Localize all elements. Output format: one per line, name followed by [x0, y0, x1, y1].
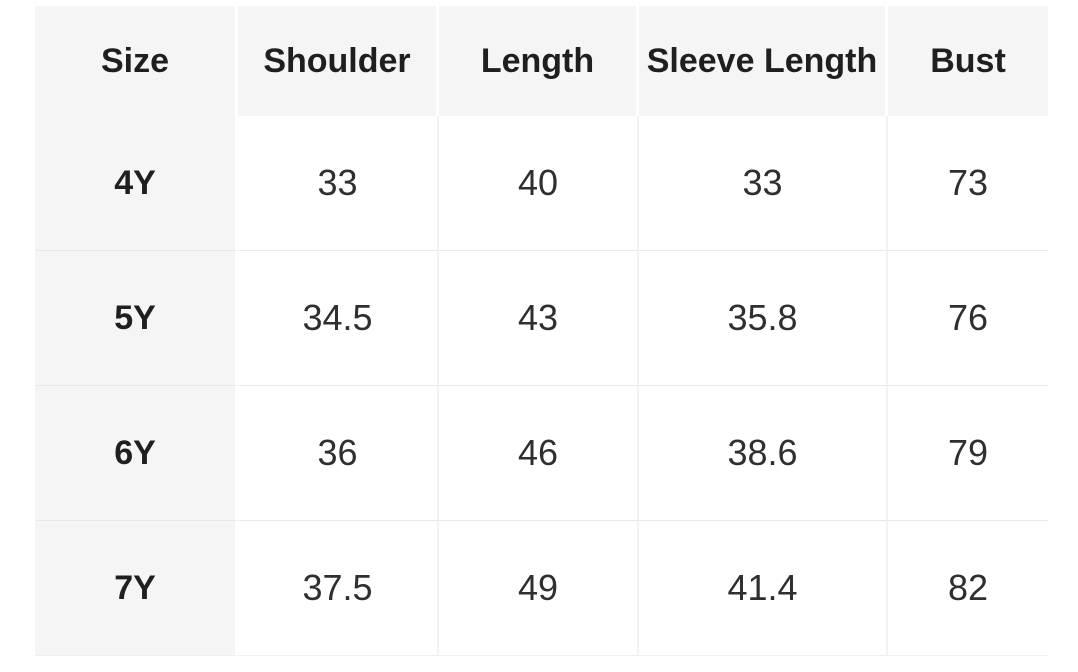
column-header-shoulder: Shoulder — [238, 6, 439, 116]
cell-6y-shoulder: 36 — [238, 385, 439, 520]
table-row-7y: 7Y 37.5 49 41.4 82 — [35, 520, 1048, 656]
size-chart-table: Size Shoulder Length Sleeve Length Bust … — [35, 6, 1048, 656]
cell-4y-length: 40 — [439, 116, 639, 250]
cell-7y-sleeve-length: 41.4 — [639, 520, 888, 656]
cell-7y-length: 49 — [439, 520, 639, 656]
cell-5y-sleeve-length: 35.8 — [639, 250, 888, 385]
row-label-4y: 4Y — [35, 116, 238, 250]
column-header-sleeve-length: Sleeve Length — [639, 6, 888, 116]
table-row-5y: 5Y 34.5 43 35.8 76 — [35, 250, 1048, 385]
table-row-4y: 4Y 33 40 33 73 — [35, 116, 1048, 250]
header-row: Size Shoulder Length Sleeve Length Bust — [35, 6, 1048, 116]
cell-6y-bust: 79 — [888, 385, 1048, 520]
cell-5y-shoulder: 34.5 — [238, 250, 439, 385]
column-header-length: Length — [439, 6, 639, 116]
cell-7y-shoulder: 37.5 — [238, 520, 439, 656]
cell-5y-bust: 76 — [888, 250, 1048, 385]
cell-4y-shoulder: 33 — [238, 116, 439, 250]
column-header-bust: Bust — [888, 6, 1048, 116]
cell-4y-sleeve-length: 33 — [639, 116, 888, 250]
cell-6y-length: 46 — [439, 385, 639, 520]
cell-6y-sleeve-length: 38.6 — [639, 385, 888, 520]
cell-7y-bust: 82 — [888, 520, 1048, 656]
row-label-7y: 7Y — [35, 520, 238, 656]
table-row-6y: 6Y 36 46 38.6 79 — [35, 385, 1048, 520]
row-label-5y: 5Y — [35, 250, 238, 385]
row-label-6y: 6Y — [35, 385, 238, 520]
cell-4y-bust: 73 — [888, 116, 1048, 250]
cell-5y-length: 43 — [439, 250, 639, 385]
column-header-size: Size — [35, 6, 238, 116]
